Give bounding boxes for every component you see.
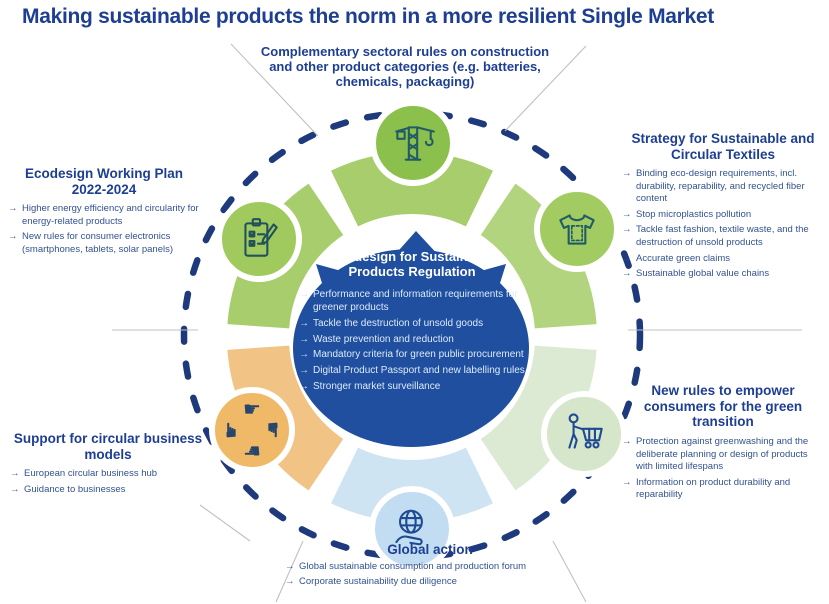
center-badge-shape bbox=[293, 231, 529, 447]
arrow-icon: → bbox=[622, 435, 632, 447]
section-working-plan: Ecodesign Working Plan 2022-2024 → Higher… bbox=[8, 166, 200, 259]
bullet-item: → Performance and information requirement… bbox=[299, 288, 529, 314]
circular-hands-icon: ☛ bbox=[243, 397, 261, 421]
connector-lines bbox=[112, 43, 802, 603]
section-textiles: Strategy for Sustainable and Circular Te… bbox=[622, 131, 824, 284]
connector-line-bottom-right bbox=[552, 540, 587, 603]
bullet-text: Digital Product Passport and new labelli… bbox=[313, 364, 525, 376]
section-business: Support for circular business models → Eu… bbox=[10, 431, 206, 499]
circular-hands-icon: ☛ bbox=[219, 421, 243, 439]
bullet-item: → Binding eco-design requirements, incl. … bbox=[622, 168, 824, 206]
section-heading: Complementary sectoral rules on construc… bbox=[260, 44, 550, 90]
ring-segment-consumers bbox=[480, 345, 597, 491]
section-heading: Global action bbox=[387, 542, 473, 557]
arrow-icon: → bbox=[622, 268, 632, 280]
bullet-item: → Tackle the destruction of unsold goods bbox=[299, 317, 529, 330]
bullet-item: → Waste prevention and reduction bbox=[299, 333, 529, 346]
arrow-icon: → bbox=[299, 364, 309, 376]
connector-line-top-right bbox=[504, 45, 587, 132]
bullet-item: → Accurate green claims bbox=[622, 253, 824, 266]
bullet-item: → Higher energy efficiency and circularit… bbox=[8, 203, 200, 228]
bullet-text: European circular business hub bbox=[24, 468, 158, 480]
section-global: Global action → Global sustainable consum… bbox=[285, 542, 575, 592]
bullet-text: Waste prevention and reduction bbox=[313, 333, 454, 345]
bullet-text: Stop microplastics pollution bbox=[636, 208, 752, 220]
arrow-icon: → bbox=[299, 349, 309, 361]
connector-line-bottom-left bbox=[275, 540, 304, 603]
connector-line-business bbox=[199, 504, 251, 542]
bullet-item: → Information on product durability and r… bbox=[622, 477, 824, 502]
bullet-text: Guidance to businesses bbox=[24, 483, 126, 495]
bullet-item: → Guidance to businesses bbox=[10, 484, 206, 497]
bullet-text: Stronger market surveillance bbox=[313, 380, 441, 392]
tshirt-icon bbox=[559, 214, 595, 245]
section-heading: Support for circular business models bbox=[13, 431, 203, 462]
section-heading: Strategy for Sustainable and Circular Te… bbox=[631, 131, 815, 162]
bullet-item: → Stronger market surveillance bbox=[299, 380, 529, 393]
bullet-item: → New rules for consumer electronics (sma… bbox=[8, 231, 200, 256]
consumers-icon-circle bbox=[541, 391, 627, 477]
bullet-text: Higher energy efficiency and circularity… bbox=[22, 203, 199, 227]
bullet-item: → European circular business hub bbox=[10, 468, 206, 481]
bullet-item: → Global sustainable consumption and prod… bbox=[285, 561, 575, 574]
bullet-text: Mandatory criteria for green public proc… bbox=[313, 349, 524, 361]
bullet-item: → Stop microplastics pollution bbox=[622, 209, 824, 222]
circular-hands-icon: ☛ bbox=[261, 421, 285, 439]
page-title: Making sustainable products the norm in … bbox=[22, 5, 714, 28]
bullet-item: → Sustainable global value chains bbox=[622, 268, 824, 281]
globe-hand-icon bbox=[395, 509, 423, 546]
bullet-item: → Tackle fast fashion, textile waste, and… bbox=[622, 224, 824, 249]
arrow-icon: → bbox=[299, 333, 309, 345]
bullet-text: Binding eco-design requirements, incl. d… bbox=[636, 168, 805, 205]
working-plan-icon-circle bbox=[216, 196, 302, 282]
center-heading: Ecodesign for Sustainable Products Regul… bbox=[330, 249, 494, 280]
arrow-icon: → bbox=[299, 289, 309, 300]
bullet-item: → Corporate sustainability due diligence bbox=[285, 576, 575, 589]
bullet-text: Accurate green claims bbox=[636, 252, 730, 264]
bullet-text: Corporate sustainability due diligence bbox=[299, 576, 457, 588]
bullet-text: Information on product durability and re… bbox=[636, 476, 791, 501]
arrow-icon: → bbox=[622, 252, 632, 264]
bullet-text: Tackle the destruction of unsold goods bbox=[313, 317, 484, 329]
shopping-cart-icon bbox=[568, 413, 603, 449]
bullet-text: Protection against greenwashing and the … bbox=[636, 435, 809, 473]
arrow-icon: → bbox=[622, 224, 632, 236]
construction-icon-circle bbox=[370, 100, 456, 186]
business-icon-circle: ☛ ☛ ☛ ☛ bbox=[209, 387, 295, 473]
arrow-icon: → bbox=[285, 560, 295, 572]
arrow-icon: → bbox=[8, 203, 18, 215]
arrow-icon: → bbox=[622, 168, 632, 180]
connector-line-top-left bbox=[230, 43, 319, 137]
arrow-icon: → bbox=[10, 468, 20, 480]
circular-hands-icon: ☛ bbox=[243, 439, 261, 463]
arrow-icon: → bbox=[285, 576, 295, 588]
bullet-item: → Protection against greenwashing and the… bbox=[622, 436, 824, 474]
arrow-icon: → bbox=[299, 380, 309, 392]
bullet-text: Sustainable global value chains bbox=[636, 268, 770, 280]
bullet-text: Global sustainable consumption and produ… bbox=[299, 560, 527, 572]
bullet-item: → Mandatory criteria for green public pro… bbox=[299, 348, 529, 361]
textiles-icon-circle bbox=[534, 186, 620, 272]
arrow-icon: → bbox=[10, 483, 20, 495]
arrow-icon: → bbox=[622, 208, 632, 220]
global-icon-circle bbox=[369, 486, 455, 572]
arrow-icon: → bbox=[8, 231, 18, 243]
checklist-icon bbox=[244, 218, 278, 257]
construction-crane-icon bbox=[395, 126, 435, 161]
bullet-text: New rules for consumer electronics (smar… bbox=[22, 231, 174, 255]
section-construction: Complementary sectoral rules on construc… bbox=[253, 44, 557, 95]
arrow-icon: → bbox=[299, 317, 309, 329]
section-heading: New rules to empower consumers for the g… bbox=[643, 383, 803, 430]
section-consumers: New rules to empower consumers for the g… bbox=[622, 383, 824, 505]
bullet-text: Tackle fast fashion, textile waste, and … bbox=[636, 224, 809, 248]
arrow-icon: → bbox=[622, 476, 632, 488]
bullet-text: Performance and information requirements… bbox=[313, 289, 518, 314]
section-heading: Ecodesign Working Plan 2022-2024 bbox=[24, 166, 184, 197]
bullet-item: → Digital Product Passport and new labell… bbox=[299, 364, 529, 377]
center-bullet-list: → Performance and information requirement… bbox=[299, 288, 529, 395]
ring-segment-global bbox=[331, 447, 493, 522]
ring-segment-textiles bbox=[480, 183, 597, 329]
ring-segment-construction bbox=[331, 152, 493, 227]
